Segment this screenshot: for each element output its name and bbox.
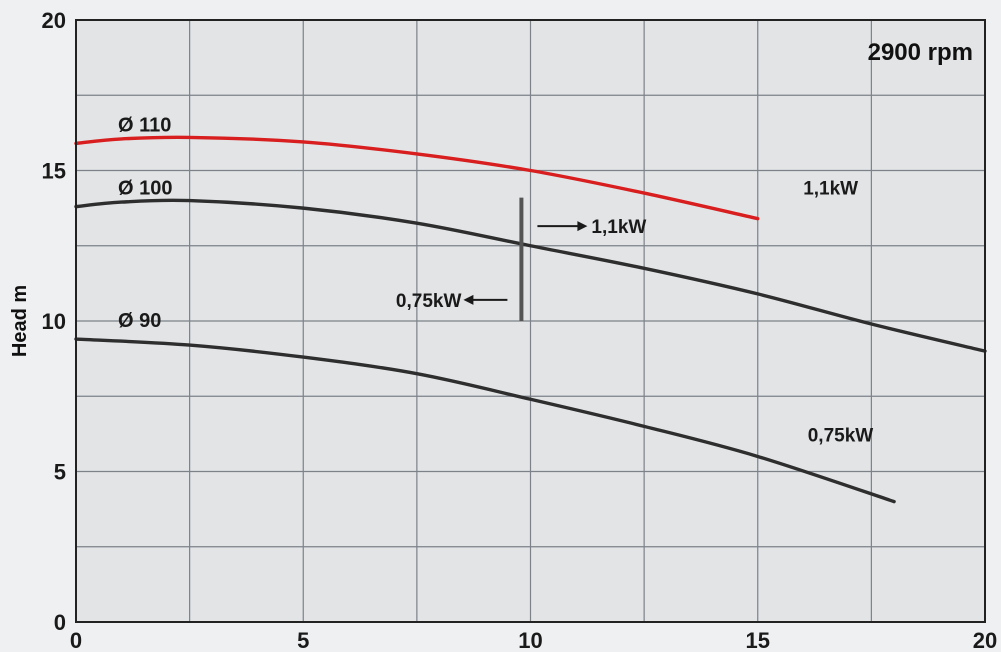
power-label-0: 1,1kW	[803, 179, 858, 200]
series-label-0: Ø 110	[118, 114, 171, 136]
x-tick-label: 0	[70, 628, 82, 652]
grid	[76, 20, 985, 622]
series-line-1	[74, 198, 987, 353]
x-tick-label: 20	[973, 628, 997, 652]
plot-frame	[75, 19, 986, 623]
speed-label: 2900 rpm	[868, 39, 973, 66]
arrow-left-head	[463, 294, 474, 305]
labels: Ø 110 Ø 100 Ø 90 1,1kW 0,75kW 2900 rpm	[118, 39, 973, 446]
y-tick-label: 15	[42, 159, 66, 184]
divider-right-label: 1,1kW	[591, 217, 646, 238]
divider-left-label: 0,75kW	[396, 291, 462, 312]
y-tick-label: 0	[54, 610, 66, 635]
series-label-1: Ø 100	[118, 178, 172, 200]
y-axis-label: Head m	[9, 285, 31, 357]
power-label-1: 0,75kW	[808, 425, 874, 446]
series-line-2	[74, 337, 896, 504]
x-tick-label: 5	[297, 628, 309, 652]
x-tick-label: 15	[746, 628, 770, 652]
series-line-0	[74, 135, 760, 221]
y-tick-label: 5	[54, 460, 66, 485]
tick-labels: 0 5 10 15 20 0 5 10 15 20 Head m	[9, 8, 997, 652]
y-tick-label: 10	[42, 309, 66, 334]
series-lines	[74, 135, 987, 504]
power-divider: 1,1kW 0,75kW	[396, 197, 646, 321]
y-tick-label: 20	[42, 8, 66, 33]
series-label-2: Ø 90	[118, 310, 161, 332]
x-tick-label: 10	[518, 628, 542, 652]
arrow-right-head	[577, 221, 588, 232]
